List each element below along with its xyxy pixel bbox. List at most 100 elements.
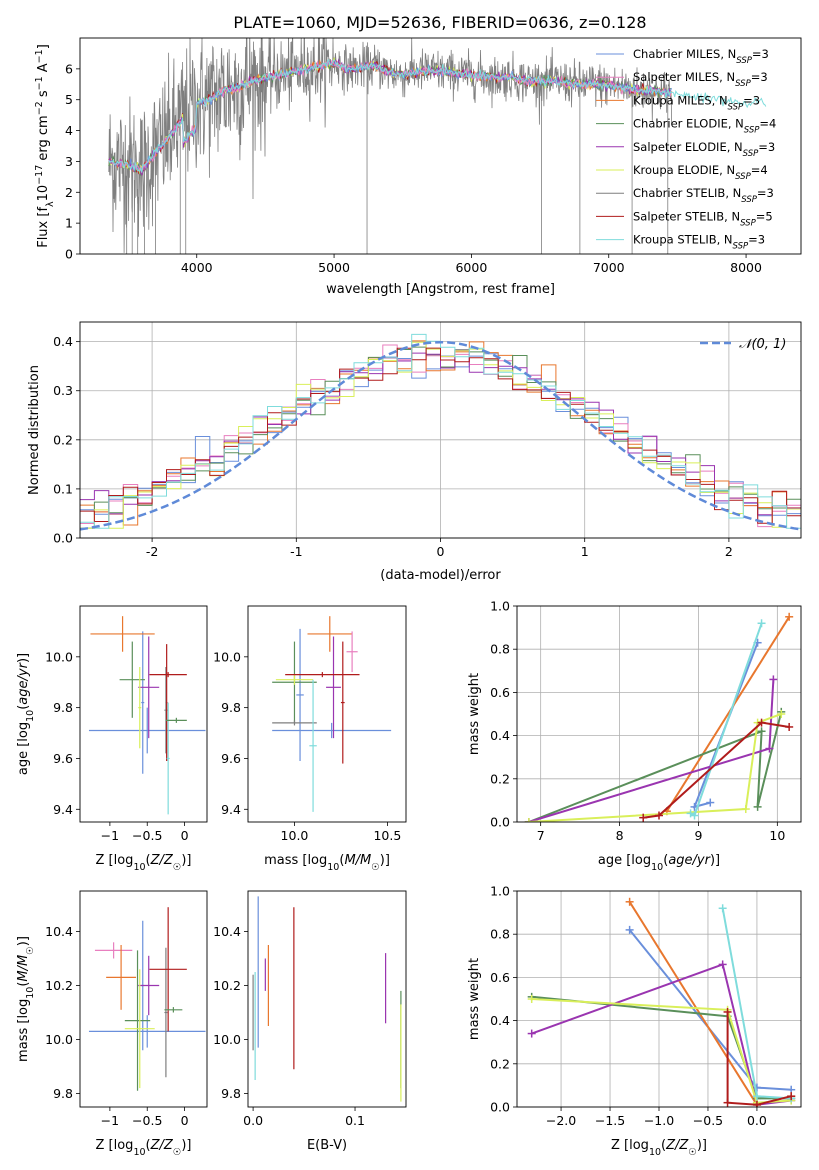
model-spectrum-kroupa-stelib — [108, 58, 767, 173]
y-tick-label: 10.4 — [45, 924, 73, 939]
weight-marker — [706, 798, 715, 807]
weight-marker — [785, 612, 794, 621]
weight-marker — [757, 727, 766, 736]
y-tick-label: 9.8 — [53, 700, 73, 715]
axes-frame — [516, 605, 802, 823]
x-tick-label: 10.5 — [373, 828, 401, 843]
y-tick-label: 0.0 — [53, 531, 73, 546]
y-tick-label: 10.0 — [45, 649, 73, 664]
weight-line-kroupa-miles — [628, 901, 792, 1106]
weight-marker — [787, 1092, 796, 1101]
weight-marker — [625, 925, 634, 934]
y-tick-label: 1 — [65, 216, 73, 231]
age-vs-metallicity-panel: −1 −0.5 0 9.4 9.6 9.8 10.0 Z [log10(Z/Z☉)] age [… — [16, 605, 208, 873]
x-tick-label: 0.0 — [747, 1113, 767, 1128]
y-tick-label: 9.4 — [221, 802, 241, 817]
histogram-kroupa-stelib — [80, 333, 801, 538]
y-tick-label: 10.2 — [213, 978, 241, 993]
figure-title: PLATE=1060, MJD=52636, FIBERID=0636, z=0… — [233, 13, 646, 32]
weight-marker — [655, 811, 663, 820]
weight-series — [524, 612, 794, 822]
y-tick-label: 9.8 — [221, 700, 241, 715]
x-tick-label: 0 — [181, 828, 189, 843]
weight-marker — [718, 904, 727, 913]
x-tick-label: 2 — [725, 544, 733, 559]
normal-distribution-curve — [80, 340, 801, 531]
x-tick-label: 8000 — [730, 260, 762, 275]
spectrum-panel: 4000 5000 6000 7000 8000 0 1 2 3 4 5 6 Chabrier MILE… — [34, 37, 802, 297]
x-axis-label: E(B-V) — [307, 1138, 347, 1153]
weight-marker — [752, 1100, 761, 1107]
y-tick-label: 9.6 — [53, 751, 73, 766]
y-tick-label: 0.2 — [53, 432, 73, 447]
y-tick-label: 10.0 — [213, 649, 241, 664]
x-tick-label: 10.0 — [281, 828, 309, 843]
axes-frame — [247, 890, 407, 1108]
mass-vs-metallicity-panel: −1 −0.5 0 9.8 10.0 10.2 10.4 Z [log10(Z/Z☉)] mas… — [16, 890, 208, 1158]
legend-entry: Salpeter MILES, NSSP=3 — [633, 70, 768, 89]
axes-frame — [79, 605, 208, 823]
x-tick-label: 7 — [537, 828, 545, 843]
weight-marker — [527, 1029, 536, 1038]
weight-marker — [741, 805, 750, 814]
x-tick-label: 0 — [181, 1113, 189, 1128]
y-tick-label: 9.8 — [221, 1086, 241, 1101]
x-tick-label: −0.5 — [693, 1113, 723, 1128]
x-axis-label: (data-model)/error — [380, 568, 501, 583]
weight-marker — [777, 710, 786, 718]
errorbars — [88, 616, 206, 815]
y-tick-label: 0.8 — [490, 927, 510, 942]
x-tick-label: 0 — [437, 544, 445, 559]
y-tick-label: 10.2 — [45, 978, 73, 993]
weight-line-kroupa-elodie — [531, 998, 792, 1104]
weight-line-chabrier-elodie — [528, 711, 783, 822]
y-tick-label: 10.0 — [45, 1032, 73, 1047]
weight-marker — [527, 995, 536, 1003]
weight-marker — [524, 818, 533, 822]
y-tick-label: 0 — [65, 247, 73, 262]
y-tick-label: 1.0 — [490, 599, 510, 614]
y-axis-label: mass weight — [467, 673, 482, 755]
x-tick-label: −2.0 — [546, 1113, 576, 1128]
y-tick-label: 0.0 — [490, 1100, 510, 1115]
x-tick-label: −0.5 — [132, 1113, 162, 1128]
weight-marker — [639, 813, 648, 822]
weight-marker — [757, 718, 766, 727]
weight-line-salpeter-stelib — [726, 1012, 792, 1106]
x-tick-label: 9 — [694, 828, 702, 843]
legend-entry: 𝒩(0, 1) — [739, 337, 786, 352]
x-tick-label: 10 — [769, 828, 785, 843]
y-axis-label: mass weight — [467, 958, 482, 1040]
age-vs-mass-panel: 10.0 10.5 9.4 9.6 9.8 10.0 mass [log10(M/M☉)] — [213, 605, 407, 873]
y-tick-label: 9.6 — [221, 751, 241, 766]
weight-line-salpeter-stelib — [643, 721, 790, 819]
legend-entry: Chabrier ELODIE, NSSP=4 — [633, 117, 776, 136]
x-tick-label: 6000 — [455, 260, 487, 275]
axes-frame — [516, 890, 802, 1108]
weight-marker — [752, 1083, 761, 1092]
weight-marker — [686, 809, 695, 818]
y-tick-label: 9.8 — [53, 1086, 73, 1101]
y-axis-label: age [log10(age/yr)] — [16, 653, 36, 775]
legend-entry: Chabrier MILES, NSSP=3 — [633, 47, 769, 66]
y-tick-label: 4 — [65, 123, 73, 138]
y-axis-label: Flux [fλ10−17 erg cm−2 s−1 A−1] — [34, 44, 56, 248]
x-axis-label: mass [log10(M/M☉)] — [264, 853, 390, 873]
weight-marker — [723, 1098, 732, 1107]
y-tick-label: 3 — [65, 154, 73, 169]
y-axis-label: mass [log10(M/M☉)] — [16, 936, 36, 1062]
y-tick-label: 0.0 — [490, 815, 510, 830]
y-tick-label: 0.4 — [490, 728, 510, 743]
histogram-steps — [80, 333, 801, 538]
weight-line-kroupa-elodie — [528, 713, 782, 822]
y-axis-label: Normed distribution — [27, 365, 42, 495]
axes-frame — [79, 37, 802, 255]
x-axis-label: age [log10(age/yr)] — [598, 853, 720, 873]
weight-marker — [757, 619, 766, 628]
x-tick-label: -1 — [290, 544, 302, 559]
weight-marker — [765, 744, 774, 753]
x-tick-label: 7000 — [593, 260, 625, 275]
y-tick-label: 0.8 — [490, 642, 510, 657]
legend-entry: Salpeter STELIB, NSSP=5 — [633, 209, 773, 228]
mass-vs-ebv-panel: 0.0 0.1 9.8 10.0 10.2 10.4 E(B-V) — [213, 890, 407, 1153]
